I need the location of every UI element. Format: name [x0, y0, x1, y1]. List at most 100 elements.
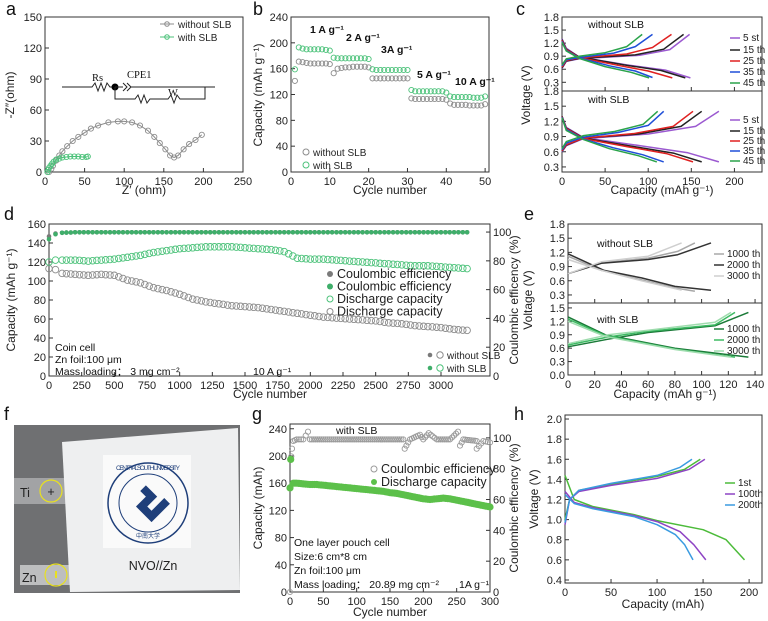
data-point — [405, 439, 412, 446]
data-point — [377, 66, 384, 74]
x-axis-label: Cycle number — [353, 605, 427, 619]
data-point — [63, 153, 70, 161]
data-point — [123, 253, 132, 262]
y-right-tick-label: 40 — [493, 525, 505, 537]
data-point — [423, 95, 430, 103]
y-right-tick-label: 80 — [493, 256, 505, 268]
data-point — [384, 260, 393, 268]
positive-terminal-marker — [39, 479, 63, 503]
data-point — [158, 247, 166, 255]
series-line — [564, 493, 694, 561]
data-point — [310, 255, 319, 263]
data-point — [406, 321, 415, 329]
data-point — [357, 55, 364, 62]
data-point — [93, 256, 101, 265]
data-point — [276, 247, 284, 255]
data-point — [228, 243, 236, 251]
data-point — [223, 301, 232, 309]
data-point — [432, 323, 441, 331]
legend-label: 25 th — [743, 56, 765, 67]
x-tick-label: 50 — [317, 596, 329, 608]
series-line — [567, 311, 736, 346]
data-point — [316, 230, 322, 235]
series-line — [561, 110, 694, 152]
data-point — [394, 436, 401, 443]
data-point — [473, 437, 480, 445]
data-point — [142, 230, 148, 235]
data-point — [280, 247, 288, 256]
data-point — [167, 288, 175, 296]
data-point — [284, 308, 293, 316]
plot-frame — [564, 414, 763, 584]
y-tick-label: 160 — [270, 64, 288, 76]
x-tick-label: 80 — [669, 379, 681, 391]
data-point — [302, 310, 310, 319]
data-point — [383, 436, 390, 443]
legend-label: 3000 th — [727, 271, 760, 282]
subplot-title: without SLB — [596, 238, 653, 250]
data-point — [167, 246, 175, 254]
data-point — [381, 436, 388, 443]
data-point — [344, 436, 351, 443]
data-point — [443, 96, 450, 103]
series-line — [48, 120, 203, 173]
plot-frame — [44, 16, 244, 173]
data-point — [67, 256, 75, 264]
data-point — [332, 436, 339, 443]
data-point — [419, 95, 427, 103]
data-point — [470, 102, 477, 109]
data-point — [460, 230, 466, 235]
data-point — [425, 230, 431, 235]
x-tick-label: 150 — [381, 596, 399, 608]
chart-b: 0 10 20 30 40 50 0 40 80 120 160 200 240 Cycle number… — [251, 12, 491, 197]
data-point — [416, 230, 422, 235]
y-tick-label: 0.3 — [550, 290, 565, 302]
data-point — [88, 256, 97, 265]
data-point — [228, 301, 236, 310]
cell-label: NVO//Zn — [129, 559, 178, 573]
y-tick-label: 0.6 — [550, 276, 565, 288]
data-point — [258, 304, 267, 312]
chart-c-top: 0.30.60.91.21.51.8 — [544, 12, 763, 92]
logo-chinese-text: 中南大学 — [136, 532, 160, 540]
data-point — [199, 230, 204, 235]
data-point — [67, 153, 74, 160]
data-point — [447, 100, 454, 107]
data-point — [462, 94, 469, 101]
chart-h: 0 50 100 150 200 0.4 0.6 0.8 1.0 1.2 1.4 1.6 1.8 2.0 C… — [527, 414, 763, 611]
data-point — [411, 321, 419, 330]
x-tick-label: 200 — [194, 176, 212, 188]
circuit-label-rs: Rs — [92, 73, 103, 84]
data-point — [431, 95, 438, 103]
data-point — [480, 437, 487, 445]
data-point — [373, 230, 379, 235]
data-point — [386, 436, 394, 443]
data-point — [454, 264, 463, 272]
x-tick-label: 30 — [401, 176, 413, 188]
data-point — [156, 140, 163, 147]
cell-note: Mass loading： 20.89 mg cm⁻² — [294, 579, 440, 591]
data-point — [299, 59, 306, 66]
data-point — [306, 436, 314, 443]
data-point — [375, 436, 382, 443]
data-point — [334, 55, 341, 62]
data-point — [355, 436, 362, 443]
data-point — [207, 230, 213, 235]
data-point — [307, 46, 314, 53]
x-tick-label: 0 — [565, 379, 571, 391]
data-point — [162, 286, 171, 295]
y-tick-label: 200 — [270, 38, 288, 50]
resistor-w-branch — [114, 87, 206, 105]
panel-label-e: e — [524, 204, 534, 224]
y-tick-label: 0 — [36, 167, 42, 179]
data-point — [361, 63, 368, 70]
y-tick-label: 0 — [281, 587, 287, 599]
x-tick-label: 150 — [694, 587, 712, 599]
data-point — [120, 230, 126, 235]
legend-label: 35 th — [743, 67, 765, 78]
data-point — [324, 436, 331, 443]
data-point — [412, 95, 419, 103]
x-tick-label: 100 — [692, 379, 710, 391]
data-point — [319, 60, 326, 67]
x-tick-label: 750 — [138, 380, 156, 392]
